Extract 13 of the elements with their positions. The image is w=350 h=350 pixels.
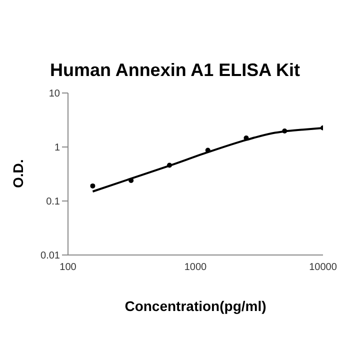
x-tick-label: 10000 — [309, 262, 338, 274]
chart-title: Human Annexin A1 ELISA Kit — [48, 60, 302, 81]
point — [90, 183, 96, 188]
y-tick-label: 0.1 — [46, 196, 60, 208]
y-tick-label: 0.01 — [40, 250, 60, 262]
y-tick-label: 1 — [54, 142, 60, 154]
x-tick-label: 1000 — [184, 262, 208, 274]
x-axis-title: Concentration(pg/ml) — [124, 298, 266, 314]
y-tick-label: 10 — [48, 88, 60, 100]
point — [282, 128, 288, 134]
point — [166, 162, 172, 168]
y-axis-title: O.D. — [10, 159, 26, 188]
x-tick-label: 100 — [60, 262, 77, 274]
